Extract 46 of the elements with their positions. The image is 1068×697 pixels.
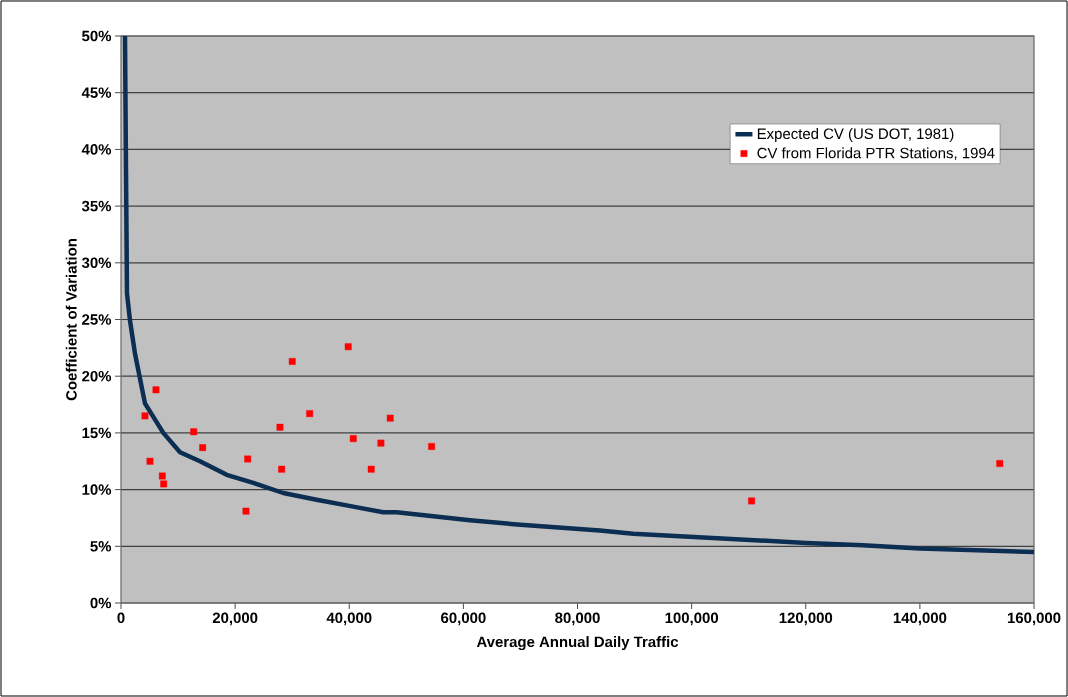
- y-tick-label: 40%: [81, 144, 112, 155]
- point: [242, 507, 250, 515]
- x-axis-title: Average Annual Daily Traffic: [476, 636, 679, 651]
- y-tick-label: 45%: [81, 87, 112, 98]
- legend-label: CV from Florida PTR Stations, 1994: [757, 147, 995, 161]
- line-series: [122, 36, 1035, 555]
- y-tick-label: 20%: [82, 370, 112, 382]
- point: [244, 455, 252, 463]
- y-tick-label: 30%: [81, 257, 112, 269]
- point: [276, 423, 284, 431]
- y-tick-label: 15%: [82, 427, 112, 439]
- y-tick-label: 5%: [90, 541, 112, 552]
- point: [386, 414, 394, 422]
- point: [160, 480, 168, 488]
- x-tick-label: 80,000: [555, 612, 600, 626]
- point: [158, 472, 166, 480]
- point: [190, 428, 198, 436]
- x-tick-label: 60,000: [441, 612, 486, 626]
- legend-label: Expected CV (US DOT, 1981): [757, 128, 954, 142]
- point: [748, 497, 755, 505]
- x-tick-label: 0: [117, 612, 125, 624]
- point: [199, 444, 207, 452]
- x-tick-label: 40,000: [326, 612, 372, 626]
- y-tick-label: 10%: [82, 484, 112, 495]
- x-tick-label: 20,000: [212, 612, 258, 626]
- x-tick-label: 140,000: [893, 612, 947, 626]
- point: [278, 465, 286, 473]
- point: [996, 460, 1004, 467]
- y-axis-title: Coefficient of Variation: [65, 239, 77, 401]
- point: [288, 358, 296, 365]
- y-tick-label: 0%: [90, 597, 112, 609]
- x-tick-label: 100,000: [665, 612, 719, 626]
- x-tick-label: 160,000: [1007, 612, 1061, 626]
- y-tick-label: 35%: [81, 200, 112, 212]
- point: [141, 412, 149, 420]
- point: [349, 435, 357, 442]
- point: [306, 410, 314, 418]
- y-tick-label: 50%: [82, 30, 112, 42]
- x-tick-label: 120,000: [779, 612, 833, 626]
- point: [377, 439, 385, 447]
- point: [428, 443, 435, 450]
- point: [152, 386, 160, 394]
- point: [344, 343, 352, 351]
- y-tick-label: 25%: [82, 314, 112, 325]
- point: [146, 457, 154, 465]
- point: [367, 465, 375, 473]
